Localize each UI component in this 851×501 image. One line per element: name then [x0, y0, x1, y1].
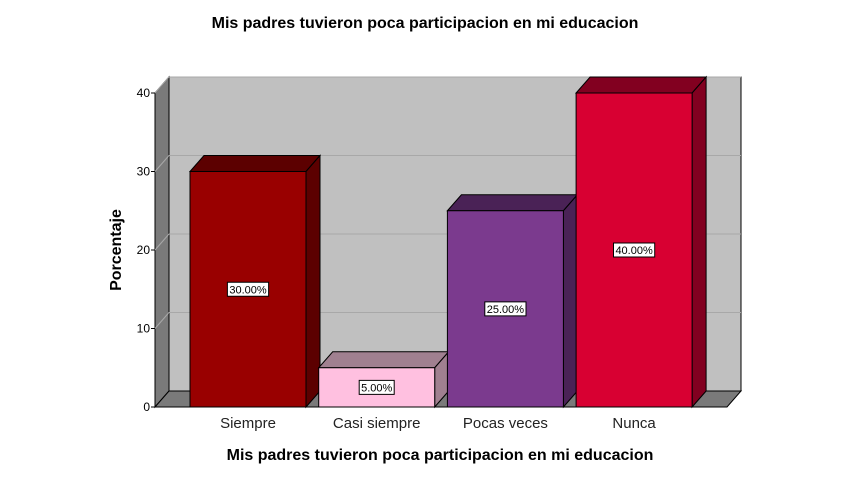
bar-top: [574, 76, 708, 94]
bar-top: [188, 155, 322, 172]
bar-top: [317, 351, 450, 369]
gridline-wall: [154, 76, 170, 94]
gridline-wall: [154, 233, 170, 251]
y-tick-label: 0: [143, 400, 150, 414]
data-label-box: [613, 242, 656, 258]
bar-pocas-veces: 25.00%: [446, 193, 579, 409]
y-axis-label: Porcentaje: [108, 209, 125, 291]
x-tick-label: Siempre: [220, 415, 276, 432]
bar-siempre: 30.00%: [188, 154, 322, 409]
data-label: 25.00%: [487, 304, 525, 316]
x-tick-label: Casi siempre: [333, 415, 421, 432]
gridline-wall: [154, 155, 170, 172]
x-axis-label: Mis padres tuvieron poca participacion e…: [227, 447, 654, 464]
y-tick-label: 10: [137, 322, 151, 336]
y-tick-label: 20: [137, 243, 151, 257]
x-tick-label: Nunca: [612, 415, 656, 432]
bar-side: [691, 75, 707, 409]
bar-side: [562, 193, 578, 409]
data-label: 40.00%: [615, 245, 653, 257]
chart-title: Mis padres tuvieron poca participacion e…: [212, 15, 639, 32]
bar-top: [446, 194, 579, 212]
bar-side: [305, 154, 321, 409]
y-tick-label: 40: [137, 86, 151, 100]
data-label: 30.00%: [229, 284, 267, 296]
data-label-box: [358, 379, 395, 395]
bar-casi-siempre: 5.00%: [317, 350, 450, 409]
data-label: 5.00%: [361, 382, 392, 394]
data-label-box: [226, 281, 270, 297]
gridline-wall: [154, 312, 170, 329]
x-tick-label: Pocas veces: [463, 415, 548, 432]
data-label-box: [484, 301, 527, 317]
y-tick-label: 30: [137, 165, 151, 179]
bar-nunca: 40.00%: [574, 75, 708, 409]
